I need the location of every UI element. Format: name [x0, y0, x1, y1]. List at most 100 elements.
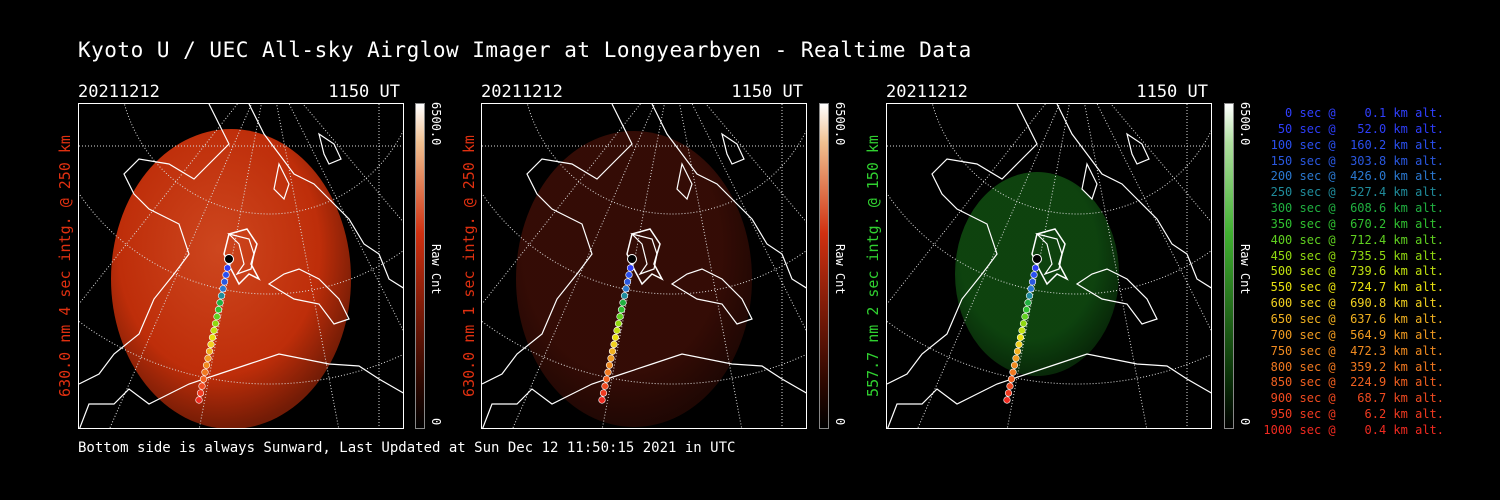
trajectory-point — [216, 299, 224, 307]
legend-row: 600 sec @ 690.8 km alt. — [1263, 296, 1444, 311]
panel-3-colorbar-max: 6500.0 — [1238, 102, 1252, 146]
trajectory-point — [208, 333, 217, 342]
trajectory-point — [211, 319, 220, 328]
trajectory-point — [1003, 396, 1011, 404]
trajectory-point — [1016, 333, 1025, 342]
legend-row: 850 sec @ 224.9 km alt. — [1263, 375, 1444, 390]
page-title: Kyoto U / UEC All-sky Airglow Imager at … — [78, 38, 972, 62]
trajectory-point — [1018, 326, 1026, 335]
trajectory-point — [220, 278, 229, 286]
trajectory-point — [204, 354, 212, 362]
legend-row: 1000 sec @ 0.4 km alt. — [1263, 422, 1444, 437]
legend-row: 200 sec @ 426.0 km alt. — [1263, 169, 1444, 184]
panel-3-date: 20211212 — [886, 82, 968, 102]
legend-row: 100 sec @ 160.2 km alt. — [1263, 137, 1444, 152]
trajectory-point — [1010, 361, 1019, 369]
panel-3-allsky-image — [886, 103, 1212, 429]
legend-row: 400 sec @ 712.4 km alt. — [1263, 232, 1444, 247]
trajectory-point — [213, 313, 221, 321]
station-marker — [224, 254, 234, 264]
trajectory-point — [614, 319, 623, 328]
trajectory-point — [605, 361, 614, 369]
trajectory-point — [1019, 319, 1028, 328]
trajectory-point — [1006, 382, 1014, 390]
trajectory-point — [201, 368, 209, 376]
coastline — [887, 104, 1211, 428]
legend-row: 700 sec @ 564.9 km alt. — [1263, 327, 1444, 342]
trajectory-point — [619, 299, 627, 307]
panel-1-time: 1150 UT — [328, 82, 400, 102]
panel-3-time: 1150 UT — [1136, 82, 1208, 102]
legend-row: 800 sec @ 359.2 km alt. — [1263, 359, 1444, 374]
legend-row: 50 sec @ 52.0 km alt. — [1263, 121, 1444, 136]
panel-1-colorbar-min: 0 — [429, 418, 443, 426]
trajectory-point — [1021, 313, 1029, 321]
trajectory-point — [1028, 278, 1037, 286]
trajectory-point — [1027, 285, 1035, 293]
trajectory-point — [196, 389, 205, 397]
legend-row: 250 sec @ 527.4 km alt. — [1263, 185, 1444, 200]
legend-row: 300 sec @ 608.6 km alt. — [1263, 201, 1444, 216]
graticule — [887, 104, 1211, 428]
legend-row: 550 sec @ 724.7 km alt. — [1263, 280, 1444, 295]
trajectory-point — [1015, 340, 1023, 348]
panel-1-colorbar — [415, 103, 425, 429]
trajectory-point — [1013, 347, 1022, 355]
panel-1-date: 20211212 — [78, 82, 160, 102]
panel-3-colorbar-min: 0 — [1238, 418, 1252, 426]
graticule — [79, 104, 403, 428]
trajectory-point — [214, 306, 223, 314]
panel-2-time: 1150 UT — [731, 82, 803, 102]
trajectory-point — [1030, 271, 1038, 279]
graticule — [482, 104, 806, 428]
panel-1-allsky-image — [78, 103, 404, 429]
trajectory-point — [608, 347, 617, 355]
trajectory-point — [210, 326, 218, 335]
station-marker — [627, 254, 637, 264]
panel-2-side-label: 630.0 nm 1 sec intg. @ 250 km — [460, 135, 478, 397]
trajectory-point — [604, 368, 612, 376]
trajectory-point — [207, 340, 215, 348]
panel-2-date: 20211212 — [481, 82, 563, 102]
footer-note: Bottom side is always Sunward, Last Upda… — [78, 440, 736, 456]
trajectory-point — [1024, 299, 1032, 307]
panel-2-colorbar — [819, 103, 829, 429]
trajectory-point — [1025, 292, 1034, 300]
trajectory-point — [1022, 306, 1031, 314]
panel-3-side-label: 557.7 nm 2 sec intg. @ 150 km — [864, 135, 882, 397]
airglow-field — [111, 129, 351, 428]
trajectory-point — [1004, 389, 1013, 397]
trajectory-point — [198, 382, 206, 390]
legend-row: 500 sec @ 739.6 km alt. — [1263, 264, 1444, 279]
coastline — [482, 104, 806, 428]
legend-row: 900 sec @ 68.7 km alt. — [1263, 391, 1444, 406]
trajectory-point — [217, 292, 226, 300]
trajectory-point — [602, 375, 611, 383]
trajectory-point — [195, 396, 203, 404]
trajectory-point — [598, 396, 606, 404]
trajectory-point — [610, 340, 618, 348]
trajectory-point — [607, 354, 615, 362]
trajectory-point — [202, 361, 211, 369]
trajectory-point — [223, 264, 232, 272]
trajectory-point — [622, 285, 630, 293]
panel-2-colorbar-max: 6500.0 — [833, 102, 847, 146]
legend-row: 950 sec @ 6.2 km alt. — [1263, 407, 1444, 422]
panel-2-colorbar-label: Raw Cnt — [833, 244, 847, 295]
panel-1-side-label: 630.0 nm 4 sec intg. @ 250 km — [56, 135, 74, 397]
trajectory-point — [1009, 368, 1017, 376]
airglow-field — [516, 131, 752, 427]
coastline — [79, 104, 403, 428]
trajectory-point — [199, 375, 208, 383]
panel-2-allsky-image — [481, 103, 807, 429]
legend-row: 350 sec @ 670.2 km alt. — [1263, 216, 1444, 231]
trajectory-point — [1012, 354, 1020, 362]
legend-row: 650 sec @ 637.6 km alt. — [1263, 311, 1444, 326]
trajectory-point — [222, 271, 230, 279]
trajectory-point — [625, 271, 633, 279]
legend-row: 750 sec @ 472.3 km alt. — [1263, 343, 1444, 358]
trajectory-legend: 0 sec @ 0.1 km alt. 50 sec @ 52.0 km alt… — [1262, 106, 1444, 439]
panel-2-colorbar-min: 0 — [833, 418, 847, 426]
panel-3-colorbar — [1224, 103, 1234, 429]
trajectory-point — [219, 285, 227, 293]
